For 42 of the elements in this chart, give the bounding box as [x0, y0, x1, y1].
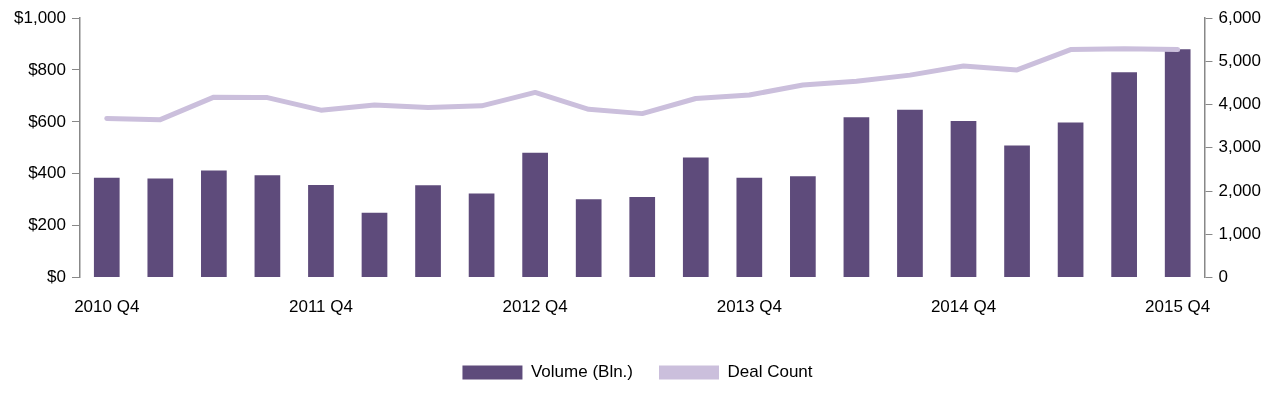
x-tick-label: 2011 Q4: [288, 297, 353, 317]
x-tick-label: 2010 Q4: [74, 297, 140, 317]
bar: [736, 177, 763, 278]
bar: [790, 176, 816, 278]
legend-label: Volume (Bln.): [530, 362, 633, 382]
bar: [415, 185, 441, 278]
y-tick-label: $800: [28, 59, 66, 79]
y-tick-label: $400: [28, 163, 66, 183]
y-tick-label: $200: [28, 215, 66, 235]
bar: [897, 109, 923, 278]
legend-label: Deal Count: [727, 362, 813, 382]
y-tick-label: $600: [28, 111, 66, 131]
bar: [522, 152, 548, 278]
bar: [629, 197, 656, 278]
bar: [950, 121, 977, 278]
y2-tick-label: 4,000: [1218, 94, 1262, 114]
bar: [682, 157, 709, 278]
bar: [201, 170, 227, 278]
x-tick-label: 2012 Q4: [502, 297, 568, 317]
y2-tick-label: 3,000: [1218, 137, 1262, 157]
bar: [1057, 122, 1084, 278]
y-tick-label: $0: [47, 267, 66, 287]
x-tick-label: 2013 Q4: [716, 297, 782, 317]
bar: [575, 199, 602, 278]
y2-tick-label: 1,000: [1218, 224, 1262, 244]
bar: [147, 178, 174, 278]
bar: [254, 175, 281, 278]
x-tick-label: 2015 Q4: [1145, 297, 1211, 317]
y2-tick-label: 0: [1218, 267, 1228, 287]
bar: [843, 117, 870, 278]
bar: [93, 177, 120, 278]
bar: [468, 193, 495, 278]
bar: [361, 212, 388, 278]
bar: [308, 184, 334, 278]
bar: [1111, 72, 1137, 278]
y2-tick-label: 2,000: [1218, 180, 1262, 200]
y2-tick-label: 6,000: [1218, 7, 1262, 27]
y2-tick-label: 5,000: [1218, 50, 1262, 70]
y-tick-label: $1,000: [14, 7, 66, 27]
bar: [1004, 145, 1030, 278]
x-tick-label: 2014 Q4: [930, 297, 997, 317]
bar: [1164, 49, 1191, 278]
